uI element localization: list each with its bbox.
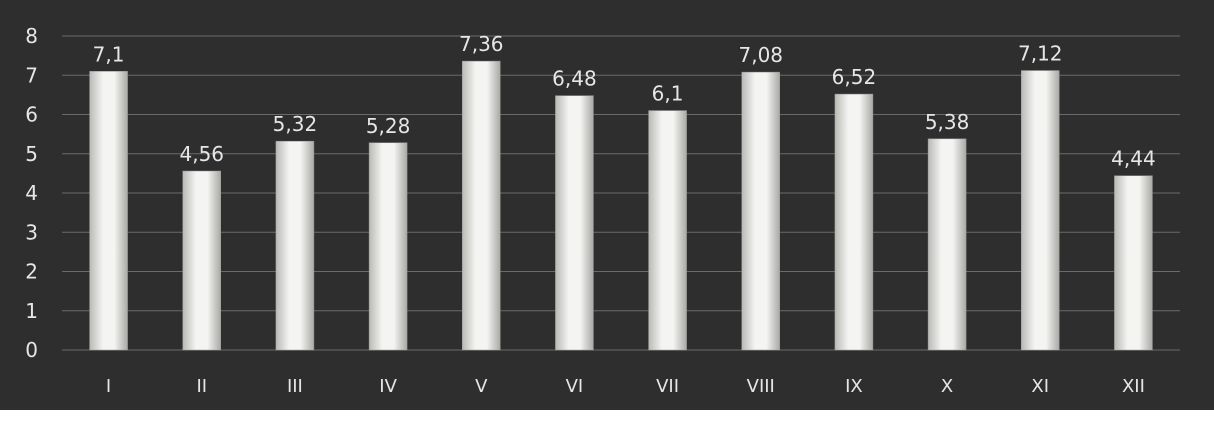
bar [275, 140, 315, 351]
bar [462, 60, 501, 351]
bar [927, 138, 967, 351]
data-label: 4,44 [1111, 147, 1156, 171]
bars [89, 60, 1153, 351]
y-tick-label: 3 [25, 220, 38, 244]
gridlines [62, 35, 1180, 351]
y-tick-label: 2 [25, 260, 38, 284]
data-label: 5,38 [925, 110, 970, 134]
bar [368, 142, 408, 351]
y-tick-label: 7 [25, 63, 38, 87]
x-tick-label: VIII [747, 376, 775, 397]
data-label: 7,08 [738, 43, 783, 67]
bar [1021, 70, 1060, 351]
data-label: 7,12 [1018, 42, 1063, 66]
bar [182, 170, 221, 351]
x-tick-label: VI [566, 376, 584, 397]
x-tick-label: IX [845, 376, 863, 397]
bar [555, 95, 594, 351]
bar [89, 71, 128, 351]
y-axis-ticks: 0 1 2 3 4 5 6 7 8 [25, 24, 38, 362]
data-label: 6,48 [552, 67, 597, 91]
y-tick-label: 0 [25, 338, 38, 362]
data-label: 5,32 [273, 112, 318, 136]
data-label: 7,1 [93, 42, 125, 66]
y-tick-label: 4 [25, 181, 38, 205]
x-tick-label: X [941, 376, 953, 397]
x-tick-label: V [475, 376, 488, 397]
bar [741, 71, 780, 351]
y-tick-label: 8 [25, 24, 38, 48]
y-tick-label: 6 [25, 103, 38, 127]
x-tick-label: IV [379, 376, 397, 397]
data-label: 4,56 [179, 142, 224, 166]
data-label: 7,36 [459, 32, 504, 56]
x-tick-label: XII [1122, 376, 1145, 397]
x-tick-label: III [287, 376, 303, 397]
bar [648, 110, 687, 351]
y-tick-label: 1 [25, 299, 38, 323]
x-tick-label: II [196, 376, 207, 397]
data-label: 6,52 [832, 65, 877, 89]
bar [1114, 175, 1153, 351]
bar [834, 93, 874, 351]
x-tick-label: VII [656, 376, 679, 397]
data-label: 6,1 [652, 82, 684, 106]
data-label: 5,28 [366, 114, 411, 138]
y-tick-label: 5 [25, 142, 38, 166]
x-tick-label: I [106, 376, 111, 397]
x-tick-label: XI [1031, 376, 1049, 397]
data-labels: 7,1 4,56 5,32 5,28 7,36 6,48 6,1 7,08 6,52 5,38 7,… [93, 32, 1156, 171]
x-axis-ticks: I II III IV V VI VII VIII IX X XI XII [106, 376, 1145, 397]
